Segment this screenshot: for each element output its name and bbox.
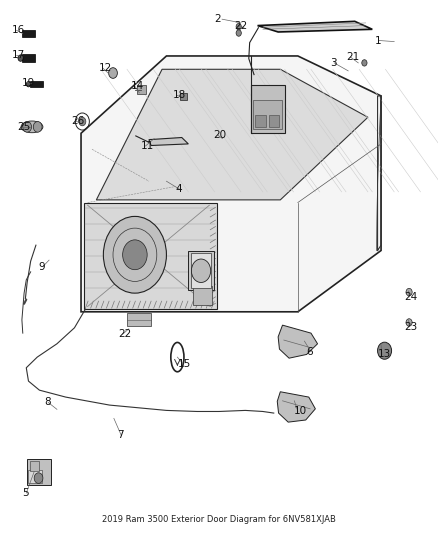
Text: 17: 17	[12, 51, 25, 60]
Bar	[188, 251, 214, 290]
Text: 14: 14	[131, 82, 144, 91]
Circle shape	[79, 117, 86, 126]
Circle shape	[109, 68, 117, 78]
Text: 24: 24	[405, 292, 418, 302]
Text: 21: 21	[346, 52, 359, 62]
Bar	[137, 85, 146, 94]
Circle shape	[33, 122, 42, 132]
Bar	[180, 93, 187, 100]
Bar	[253, 100, 282, 129]
Text: 2: 2	[214, 14, 221, 24]
Bar	[193, 286, 212, 305]
Circle shape	[26, 82, 31, 87]
Text: 11: 11	[141, 141, 154, 151]
Polygon shape	[251, 85, 285, 133]
Text: 16: 16	[12, 26, 25, 35]
Text: 6: 6	[307, 347, 313, 357]
Text: 5: 5	[22, 488, 28, 498]
Polygon shape	[258, 21, 372, 32]
Text: 13: 13	[378, 350, 391, 359]
Polygon shape	[149, 138, 188, 146]
Bar	[22, 54, 35, 62]
Text: 3: 3	[330, 58, 336, 68]
Text: 7: 7	[117, 431, 124, 440]
Text: 23: 23	[405, 322, 418, 332]
Bar	[22, 30, 35, 37]
Circle shape	[123, 240, 147, 270]
Text: 19: 19	[22, 78, 35, 87]
Text: 10: 10	[293, 407, 307, 416]
Bar	[27, 459, 51, 485]
Bar	[269, 115, 279, 127]
Circle shape	[191, 259, 211, 282]
Circle shape	[406, 288, 412, 296]
Circle shape	[103, 216, 166, 293]
Text: 25: 25	[18, 122, 31, 132]
Polygon shape	[278, 325, 318, 358]
Text: 22: 22	[118, 329, 131, 339]
Polygon shape	[277, 392, 315, 422]
Polygon shape	[81, 56, 381, 312]
Text: 4: 4	[175, 184, 182, 194]
Text: 20: 20	[214, 131, 227, 140]
Circle shape	[362, 60, 367, 66]
Text: 22: 22	[234, 21, 247, 30]
Polygon shape	[96, 69, 368, 200]
Circle shape	[23, 122, 32, 132]
Text: 18: 18	[173, 91, 186, 100]
Text: 9: 9	[39, 262, 45, 271]
Ellipse shape	[21, 121, 43, 133]
Bar	[30, 461, 39, 471]
Circle shape	[406, 319, 412, 326]
Bar	[28, 470, 42, 483]
Bar	[127, 313, 151, 326]
Bar	[30, 81, 43, 87]
Text: 1: 1	[374, 36, 381, 45]
Text: 8: 8	[44, 398, 50, 407]
Text: 2019 Ram 3500 Exterior Door Diagram for 6NV581XJAB: 2019 Ram 3500 Exterior Door Diagram for …	[102, 515, 336, 524]
Text: 15: 15	[178, 359, 191, 368]
Bar	[191, 253, 211, 288]
Circle shape	[34, 473, 43, 483]
Polygon shape	[84, 203, 217, 309]
Circle shape	[378, 342, 392, 359]
Circle shape	[236, 30, 241, 36]
Text: 12: 12	[99, 63, 112, 73]
Text: 26: 26	[71, 116, 85, 126]
Circle shape	[18, 55, 23, 61]
Bar	[255, 115, 266, 127]
Circle shape	[236, 23, 241, 30]
